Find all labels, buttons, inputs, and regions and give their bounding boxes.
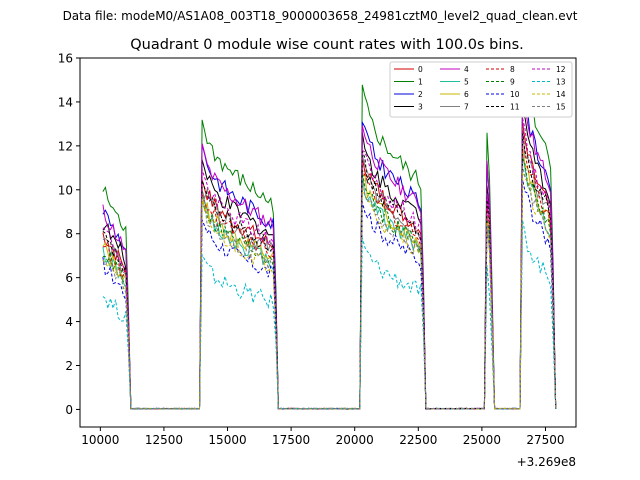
x-tick-label: 10000 [81, 433, 119, 447]
legend-label: 15 [556, 103, 566, 112]
x-tick-label: 22500 [399, 433, 437, 447]
legend-label: 5 [464, 78, 469, 87]
legend-label: 9 [510, 78, 515, 87]
y-tick-label: 2 [65, 359, 73, 373]
y-axis: 0 2 4 6 8 10 12 14 16 [58, 52, 80, 417]
y-tick-label: 0 [65, 403, 73, 417]
y-tick-label: 12 [58, 139, 73, 153]
x-tick-label: 12500 [145, 433, 183, 447]
legend-label: 10 [510, 90, 520, 99]
x-offset-label: +3.269e8 [517, 455, 576, 469]
series-line-1 [102, 67, 557, 410]
axes-frame [79, 57, 577, 428]
series-line-11 [102, 131, 557, 410]
y-tick-label: 14 [58, 95, 73, 109]
legend-box [389, 61, 573, 118]
x-tick-label: 25000 [463, 433, 501, 447]
legend-label: 13 [556, 78, 566, 87]
chart-suptitle: Data file: modeM0/AS1A08_003T18_90000036… [63, 9, 578, 23]
legend-label: 2 [418, 90, 423, 99]
y-tick-label: 16 [58, 52, 73, 66]
series-line-6 [102, 145, 557, 410]
chart-title: Quadrant 0 module wise count rates with … [130, 37, 524, 53]
legend-label: 7 [464, 103, 469, 112]
legend-label: 3 [418, 103, 423, 112]
legend-label: 14 [556, 90, 566, 99]
series-line-12 [102, 118, 557, 410]
legend-label: 4 [464, 65, 469, 74]
y-tick-label: 4 [65, 315, 73, 329]
x-tick-label: 20000 [336, 433, 374, 447]
series-line-3 [102, 113, 557, 410]
legend-label: 1 [418, 78, 423, 87]
x-tick-label: 17500 [272, 433, 310, 447]
legend-label: 8 [510, 65, 515, 74]
legend-label: 12 [556, 65, 566, 74]
plot-lines [102, 67, 557, 410]
y-tick-label: 10 [58, 183, 73, 197]
series-line-10 [102, 179, 557, 410]
series-line-15 [102, 166, 557, 410]
y-tick-label: 8 [65, 227, 73, 241]
x-tick-label: 15000 [208, 433, 246, 447]
y-tick-label: 6 [65, 271, 73, 285]
series-line-13 [102, 220, 557, 410]
x-tick-label: 27500 [526, 433, 564, 447]
legend-label: 6 [464, 90, 469, 99]
legend-label: 0 [418, 65, 423, 74]
legend-label: 11 [510, 103, 520, 112]
x-axis: 10000 12500 15000 17500 20000 22500 25000 27500 [81, 427, 565, 447]
